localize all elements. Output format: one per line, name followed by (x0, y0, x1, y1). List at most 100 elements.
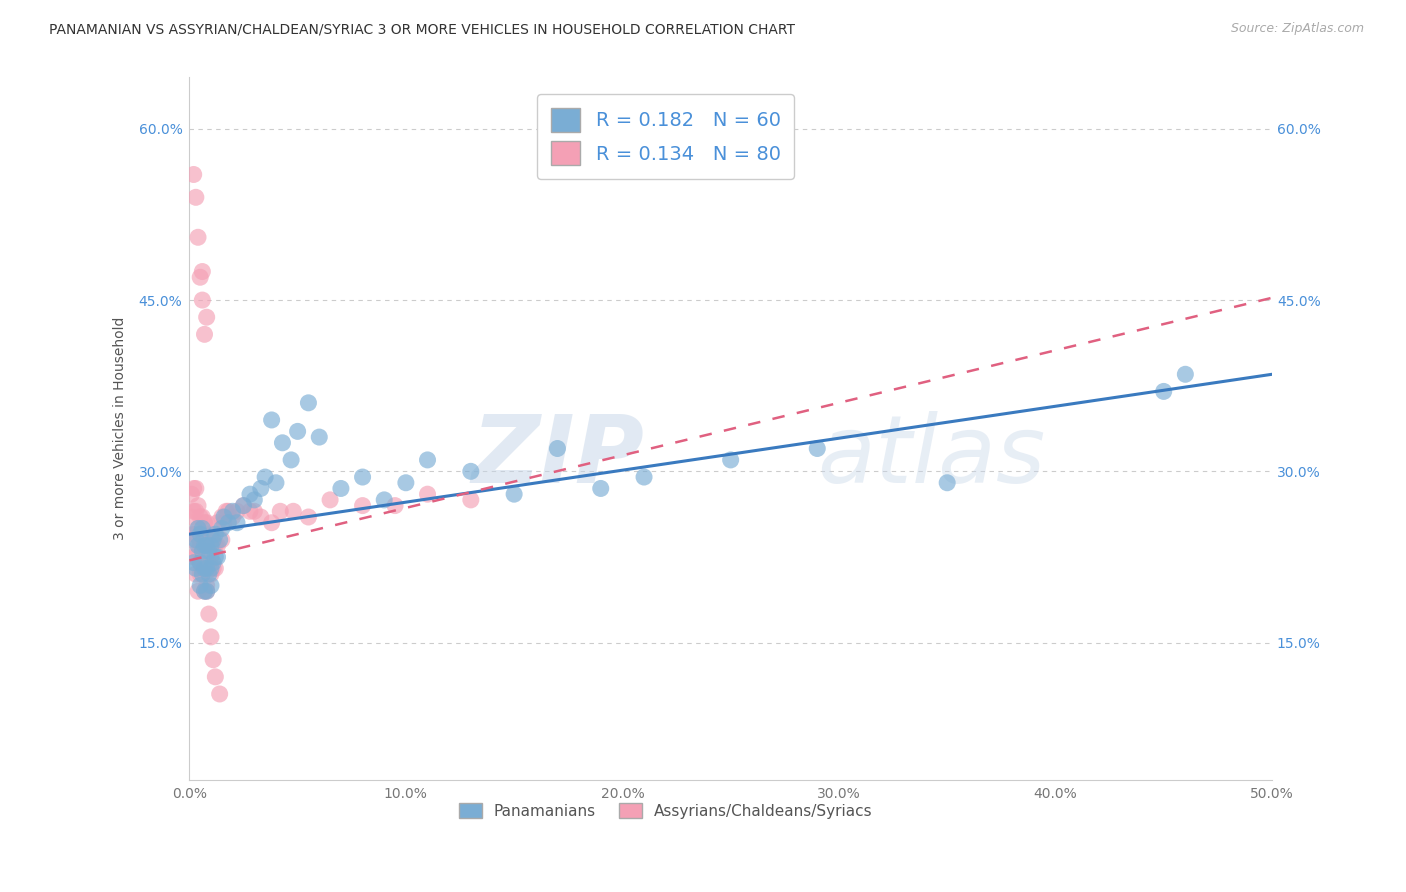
Point (191, 510, 214, 524)
Point (271, 435, 294, 450)
Text: atlas: atlas (817, 411, 1046, 502)
Point (195, 516, 218, 530)
Point (191, 521, 214, 535)
Point (204, 527, 226, 541)
Point (193, 584, 215, 599)
Point (198, 533, 221, 547)
Point (212, 516, 235, 530)
Point (207, 516, 229, 530)
Point (297, 396, 319, 410)
Point (191, 556, 214, 570)
Y-axis label: 3 or more Vehicles in Household: 3 or more Vehicles in Household (114, 317, 128, 541)
Point (188, 567, 211, 582)
Point (217, 516, 239, 530)
Point (183, 527, 205, 541)
Point (184, 533, 207, 547)
Legend: Panamanians, Assyrians/Chaldeans/Syriacs: Panamanians, Assyrians/Chaldeans/Syriacs (453, 797, 879, 824)
Point (183, 482, 205, 496)
Point (188, 539, 211, 553)
Point (180, 487, 202, 501)
Point (633, 470, 655, 484)
Point (184, 549, 207, 564)
Point (188, 556, 211, 570)
Point (243, 492, 266, 507)
Point (720, 453, 742, 467)
Point (202, 533, 225, 547)
Point (193, 327, 215, 342)
Point (215, 504, 238, 518)
Point (187, 521, 209, 535)
Point (195, 561, 218, 575)
Point (936, 475, 959, 490)
Point (198, 607, 221, 621)
Point (204, 561, 226, 575)
Point (191, 293, 214, 307)
Point (202, 539, 225, 553)
Point (283, 504, 305, 518)
Point (195, 539, 218, 553)
Point (187, 499, 209, 513)
Point (193, 561, 215, 575)
Point (193, 561, 215, 575)
Point (460, 492, 482, 507)
Point (191, 533, 214, 547)
Point (198, 544, 221, 558)
Point (195, 561, 218, 575)
Point (195, 584, 218, 599)
Point (221, 504, 243, 518)
Point (180, 510, 202, 524)
Point (183, 549, 205, 564)
Point (460, 464, 482, 478)
Point (202, 561, 225, 575)
Point (217, 504, 239, 518)
Point (207, 549, 229, 564)
Point (184, 561, 207, 575)
Point (546, 442, 568, 456)
Point (200, 630, 222, 644)
Point (184, 527, 207, 541)
Point (188, 556, 211, 570)
Point (193, 516, 215, 530)
Point (191, 544, 214, 558)
Point (395, 475, 418, 490)
Point (187, 539, 209, 553)
Point (191, 567, 214, 582)
Point (211, 533, 233, 547)
Point (200, 567, 222, 582)
Point (249, 510, 271, 524)
Point (329, 482, 352, 496)
Point (183, 556, 205, 570)
Point (184, 567, 207, 582)
Point (188, 578, 211, 592)
Point (308, 430, 330, 444)
Point (198, 567, 221, 582)
Point (200, 539, 222, 553)
Point (184, 482, 207, 496)
Point (1153, 384, 1175, 399)
Point (211, 510, 233, 524)
Point (806, 442, 828, 456)
Point (195, 539, 218, 553)
Point (193, 584, 215, 599)
Point (232, 499, 254, 513)
Point (204, 539, 226, 553)
Point (193, 539, 215, 553)
Point (188, 510, 211, 524)
Point (202, 653, 225, 667)
Point (183, 504, 205, 518)
Point (249, 482, 271, 496)
Point (212, 510, 235, 524)
Point (188, 270, 211, 285)
Point (211, 521, 233, 535)
Text: PANAMANIAN VS ASSYRIAN/CHALDEAN/SYRIAC 3 OR MORE VEHICLES IN HOUSEHOLD CORRELATI: PANAMANIAN VS ASSYRIAN/CHALDEAN/SYRIAC 3… (49, 22, 796, 37)
Point (226, 516, 249, 530)
Point (1174, 368, 1197, 382)
Point (195, 578, 218, 592)
Point (195, 310, 218, 325)
Point (352, 499, 374, 513)
Point (184, 190, 207, 204)
Point (260, 413, 283, 427)
Point (297, 510, 319, 524)
Point (202, 556, 225, 570)
Point (200, 578, 222, 592)
